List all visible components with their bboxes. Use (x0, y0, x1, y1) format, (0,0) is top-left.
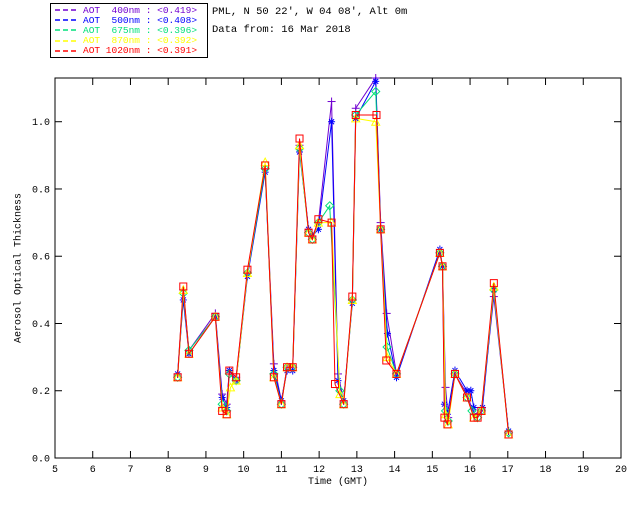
legend-entry-1020nm: AOT 1020nm : <0.391> (54, 45, 207, 57)
series-line-aot-870nm (177, 117, 510, 435)
series-line-aot-1020nm (177, 114, 510, 435)
legend-dash-870nm (55, 39, 79, 42)
x-tick-label: 16 (464, 465, 476, 476)
y-tick-label: 0.4 (32, 320, 50, 331)
y-tick-label: 0.8 (32, 185, 50, 196)
x-tick-label: 7 (127, 465, 133, 476)
legend-dash-500nm (55, 19, 79, 21)
legend-dash-400nm (55, 9, 79, 11)
x-tick-label: 19 (577, 465, 589, 476)
y-axis-label: Aerosol Optical Thickness (13, 192, 25, 344)
x-tick-label: 14 (389, 465, 401, 476)
x-tick-label: 10 (238, 465, 250, 476)
x-tick-label: 8 (165, 465, 171, 476)
legend-dash-675nm (55, 29, 79, 32)
legend-label-870nm: AOT 870nm : <0.392> (83, 35, 198, 47)
legend-label-675nm: AOT 675nm : <0.396> (83, 24, 198, 36)
legend-entry-400nm: AOT 400nm : <0.419> (54, 4, 207, 16)
legend-entry-870nm: AOT 870nm : <0.392> (54, 35, 207, 47)
legend-label-400nm: AOT 400nm : <0.419> (83, 4, 198, 16)
y-tick-label: 1.0 (32, 118, 50, 129)
x-tick-label: 15 (426, 465, 438, 476)
x-tick-label: 20 (615, 465, 627, 476)
series-line-aot-500nm (177, 79, 510, 432)
y-tick-label: 0.2 (32, 387, 50, 398)
legend-label-500nm: AOT 500nm : <0.408> (83, 14, 198, 26)
x-tick-label: 18 (540, 465, 552, 476)
legend-box: AOT 400nm : <0.419> AOT 500nm : <0.408> … (50, 3, 208, 58)
series-line-aot-400nm (177, 76, 510, 432)
legend-entry-500nm: AOT 500nm : <0.408> (54, 14, 207, 26)
y-tick-label: 0.6 (32, 253, 50, 264)
data-date: Data from: 16 Mar 2018 (212, 24, 351, 36)
x-tick-label: 6 (90, 465, 96, 476)
x-tick-label: 13 (351, 465, 363, 476)
axis-frame (54, 77, 622, 459)
station-title: PML, N 50 22', W 04 08', Alt 0m (212, 6, 408, 18)
y-tick-label: 0.0 (32, 455, 50, 466)
x-tick-label: 9 (203, 465, 209, 476)
legend-entry-675nm: AOT 675nm : <0.396> (54, 24, 207, 36)
x-tick-label: 12 (313, 465, 325, 476)
series-markers-aot-1020nm (173, 110, 513, 439)
x-axis-label: Time (GMT) (307, 477, 368, 488)
legend-dash-1020nm (55, 50, 79, 52)
x-tick-label: 11 (275, 465, 287, 476)
x-tick-label: 5 (52, 465, 58, 476)
legend-label-1020nm: AOT 1020nm : <0.391> (83, 45, 198, 57)
x-tick-label: 17 (502, 465, 514, 476)
